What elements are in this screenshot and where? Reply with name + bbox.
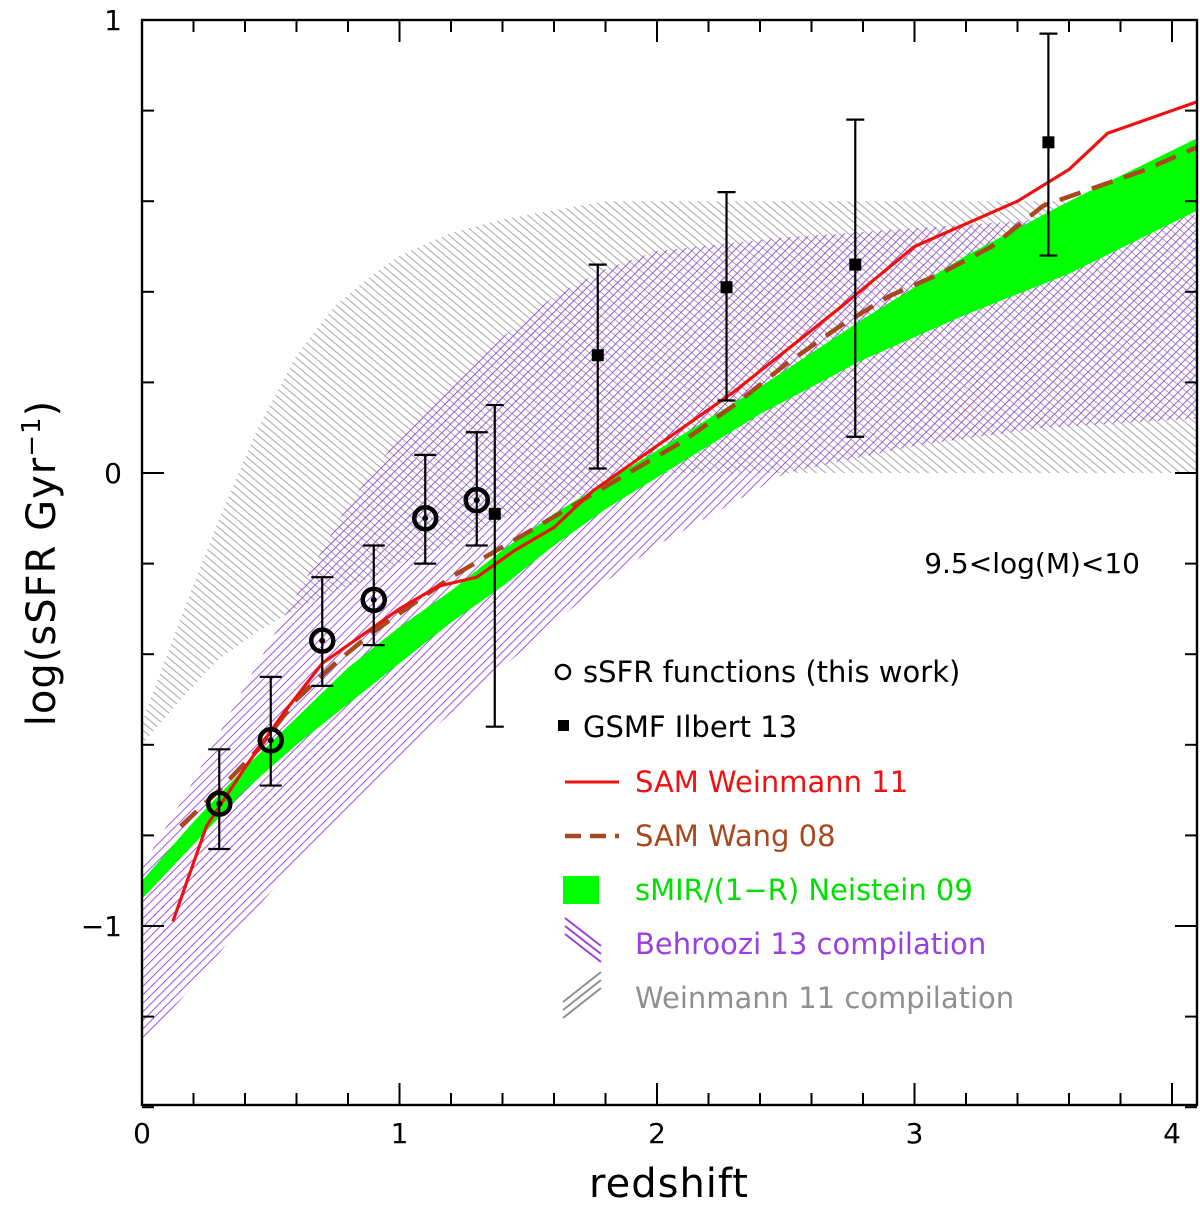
ssfr-function-point-center (422, 515, 429, 522)
x-tick-labels: 0 1 2 3 4 (133, 1117, 1181, 1150)
legend-label-wang-sam: SAM Wang 08 (635, 819, 836, 853)
ssfr-function-point (463, 486, 490, 514)
gsmf-ilbert-point (1042, 136, 1055, 149)
sam-wang-08-line (179, 144, 1197, 828)
x-tick-label: 3 (906, 1117, 924, 1150)
ssfr-function-point-center (473, 497, 480, 504)
y-axis-title: log(sSFR Gyr−1) (17, 400, 65, 726)
legend: sSFR functions (this work) GSMF Ilbert 1… (554, 655, 1014, 1019)
legend-label-neistein: sMIR/(1−R) Neistein 09 (635, 873, 973, 907)
mass-range-annotation: 9.5<log(M)<10 (924, 547, 1140, 580)
ssfr-function-point-center (267, 737, 274, 744)
legend-label-ssfr: sSFR functions (this work) (583, 655, 960, 689)
legend-entry-ssfr: sSFR functions (this work) (554, 655, 960, 689)
x-tick-label: 4 (1163, 1117, 1181, 1150)
neistein-09-band (142, 138, 1197, 899)
legend-green-swatch (563, 876, 599, 904)
legend-label-weinmann-sam: SAM Weinmann 11 (635, 765, 908, 799)
legend-entry-weinmann-sam: SAM Weinmann 11 (565, 765, 908, 799)
gsmf-ilbert-point (591, 349, 604, 362)
y-tick-labels: −1 0 1 (81, 4, 122, 943)
x-tick-label: 0 (133, 1117, 151, 1150)
ssfr-functions-points (206, 431, 490, 851)
gsmf-ilbert-point (488, 507, 501, 520)
ssfr-function-point (206, 790, 233, 817)
legend-entry-behroozi: Behroozi 13 compilation (564, 917, 986, 963)
ssfr-function-point (412, 505, 439, 532)
y-tick-label: 0 (104, 457, 122, 490)
ssfr-function-point-center (370, 596, 377, 603)
gsmf-ilbert-points (485, 32, 1058, 728)
legend-entry-weinmann-comp: Weinmann 11 compilation (562, 971, 1014, 1019)
behroozi-13-compilation-band (142, 214, 1197, 1044)
gsmf-ilbert-point (720, 281, 733, 294)
legend-entry-neistein: sMIR/(1−R) Neistein 09 (563, 873, 973, 907)
ssfr-function-point (360, 586, 387, 614)
legend-grey-hatch (562, 971, 602, 1019)
legend-entry-wang-sam: SAM Wang 08 (565, 819, 836, 853)
legend-purple-hatch (564, 917, 602, 963)
x-tick-label: 1 (391, 1117, 409, 1150)
legend-circle-marker (554, 663, 572, 681)
ssfr-function-point (309, 627, 336, 654)
ssfr-function-point-center (216, 800, 223, 807)
y-tick-label: 1 (104, 4, 122, 37)
plot-frame (140, 18, 1199, 1107)
x-axis-title: redshift (589, 1161, 749, 1207)
legend-square-marker (558, 720, 569, 731)
legend-label-behroozi: Behroozi 13 compilation (635, 927, 986, 961)
legend-label-weinmann-comp: Weinmann 11 compilation (635, 981, 1014, 1015)
axis-ticks (141, 19, 1197, 1109)
legend-entry-gsmf: GSMF Ilbert 13 (558, 710, 797, 744)
x-tick-label: 2 (648, 1117, 666, 1150)
legend-label-gsmf: GSMF Ilbert 13 (583, 710, 797, 744)
ssfr-function-point (257, 727, 284, 754)
ssfr-function-point-center (319, 637, 326, 644)
gsmf-ilbert-point (849, 258, 862, 271)
y-tick-label: −1 (81, 910, 122, 943)
